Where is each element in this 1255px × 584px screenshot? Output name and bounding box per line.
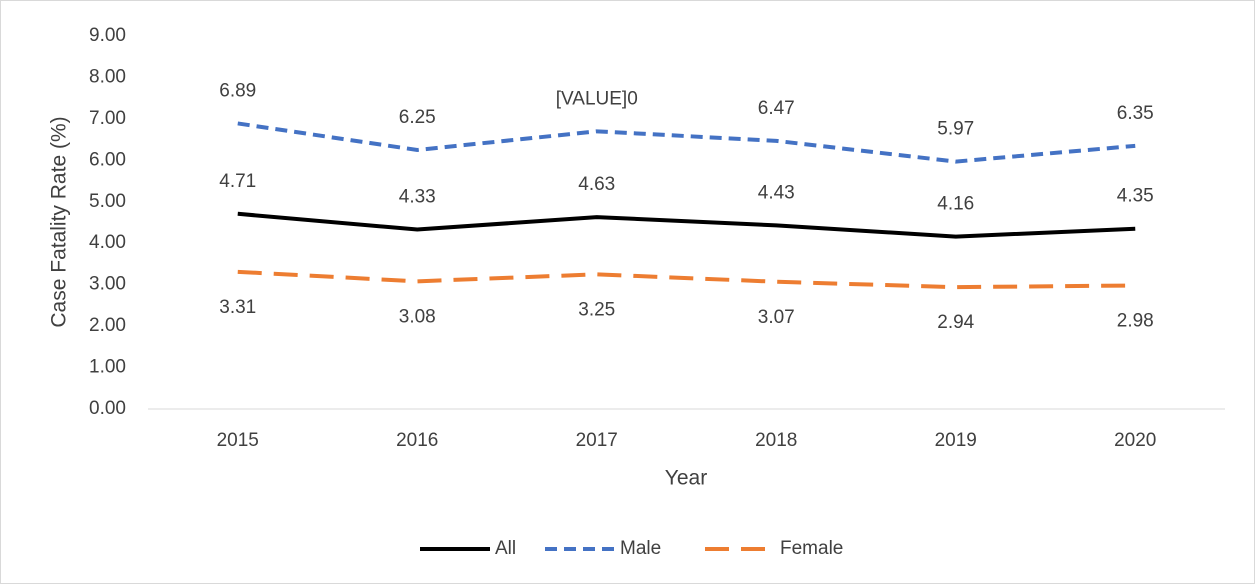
x-tick-label: 2015 xyxy=(217,430,259,451)
data-label: 5.97 xyxy=(937,119,974,140)
data-label: 2.98 xyxy=(1117,311,1154,332)
y-tick-label: 5.00 xyxy=(89,191,126,212)
data-label: 3.07 xyxy=(758,307,795,328)
data-label: [VALUE]0 xyxy=(556,88,638,109)
y-tick-label: 8.00 xyxy=(89,66,126,87)
legend-label: Female xyxy=(780,538,843,559)
y-tick-label: 2.00 xyxy=(89,315,126,336)
data-label: 2.94 xyxy=(937,312,974,333)
x-tick-label: 2016 xyxy=(396,430,438,451)
data-label: 4.43 xyxy=(758,182,795,203)
x-tick-label: 2017 xyxy=(576,430,618,451)
data-label: 4.71 xyxy=(219,171,256,192)
legend-label: All xyxy=(495,538,516,559)
y-tick-label: 4.00 xyxy=(89,232,126,253)
series-line xyxy=(237,211,1136,239)
data-label: 6.35 xyxy=(1117,103,1154,124)
y-tick-label: 6.00 xyxy=(89,149,126,170)
y-tick-label: 0.00 xyxy=(89,398,126,419)
y-tick-label: 9.00 xyxy=(89,25,126,46)
data-label: 6.47 xyxy=(758,98,795,119)
y-tick-label: 7.00 xyxy=(89,108,126,129)
y-tick-label: 1.00 xyxy=(89,357,126,378)
data-label: 4.33 xyxy=(399,187,436,208)
series-line xyxy=(237,269,1136,290)
legend-label: Male xyxy=(620,538,661,559)
x-tick-label: 2018 xyxy=(755,430,797,451)
x-tick-label: 2019 xyxy=(935,430,977,451)
x-axis-title: Year xyxy=(665,467,707,490)
data-label: 4.63 xyxy=(578,174,615,195)
series-line xyxy=(237,121,1136,164)
y-axis-title: Case Fatality Rate (%) xyxy=(48,116,71,327)
y-tick-label: 3.00 xyxy=(89,274,126,295)
data-label: 3.08 xyxy=(399,306,436,327)
data-label: 4.16 xyxy=(937,194,974,215)
data-label: 4.35 xyxy=(1117,186,1154,207)
data-label: 3.25 xyxy=(578,299,615,320)
data-label: 6.89 xyxy=(219,80,256,101)
data-label: 6.25 xyxy=(399,107,436,128)
x-tick-label: 2020 xyxy=(1114,430,1156,451)
data-label: 3.31 xyxy=(219,297,256,318)
